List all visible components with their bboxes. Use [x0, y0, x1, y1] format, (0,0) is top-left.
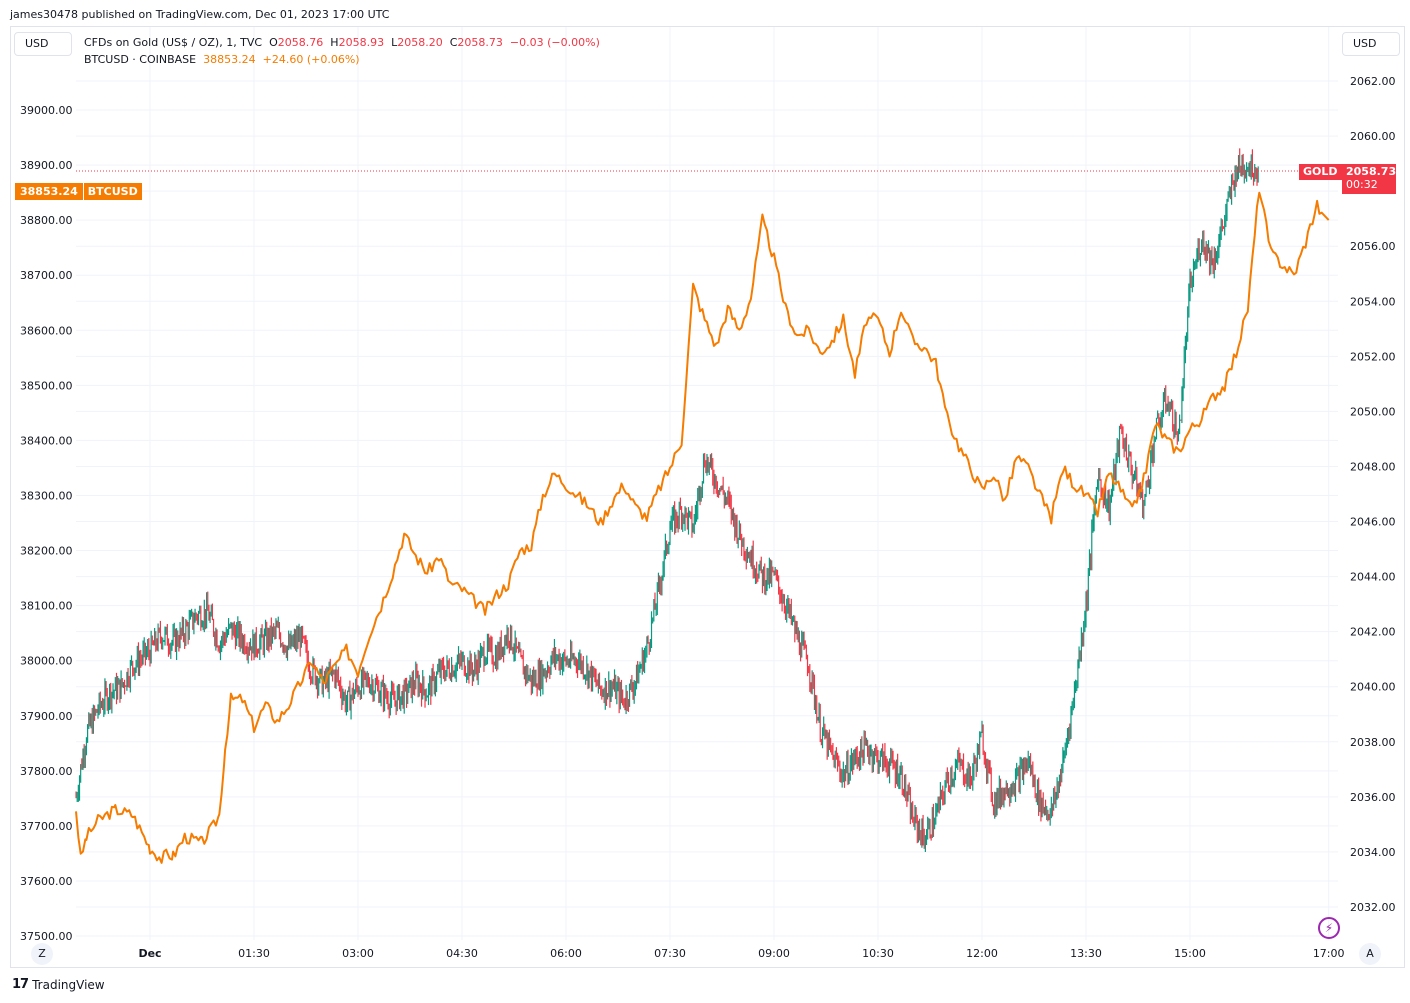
right-axis-tick: 2040.00: [1350, 681, 1396, 694]
btc-line: [75, 191, 1330, 864]
right-axis-tick: 2048.00: [1350, 460, 1396, 473]
publication-info: james30478 published on TradingView.com,…: [10, 8, 390, 21]
left-axis-tick: 37900.00: [20, 710, 73, 723]
left-axis-tick: 37600.00: [20, 875, 73, 888]
right-axis-tick: 2038.00: [1350, 736, 1396, 749]
legend-gold-change: −0.03 (−0.00%): [509, 36, 600, 49]
legend-high-value: 2058.93: [338, 36, 385, 49]
time-axis-tick: 17:00: [1313, 947, 1345, 960]
time-axis-tick: 07:30: [654, 947, 686, 960]
time-axis-tick: 12:00: [966, 947, 998, 960]
left-axis-tick: 38800.00: [20, 214, 73, 227]
left-axis-tick: 38900.00: [20, 159, 73, 172]
legend-open-value: 2058.76: [277, 36, 324, 49]
right-axis-tick: 2060.00: [1350, 130, 1396, 143]
left-axis-tick: 38000.00: [20, 655, 73, 668]
left-axis-tick: 38100.00: [20, 600, 73, 613]
time-axis-tick: 06:00: [550, 947, 582, 960]
time-axis-tick: 10:30: [862, 947, 894, 960]
chart-frame: [10, 26, 1405, 968]
btc-price-tag: 38853.24 BTCUSD: [15, 183, 142, 200]
left-axis-tick: 38200.00: [20, 545, 73, 558]
time-axis-tick: 15:00: [1174, 947, 1206, 960]
left-axis-tick: 37700.00: [20, 820, 73, 833]
right-scale-currency-button[interactable]: USD: [1342, 32, 1400, 56]
left-axis-tick: 38700.00: [20, 269, 73, 282]
left-axis-tick: 38400.00: [20, 434, 73, 447]
time-axis-tick: 13:30: [1070, 947, 1102, 960]
lightning-icon[interactable]: ⚡︎: [1318, 917, 1340, 939]
auto-scale-right-button[interactable]: A: [1359, 943, 1381, 965]
right-axis-tick: 2036.00: [1350, 791, 1396, 804]
left-axis-tick: 38300.00: [20, 489, 73, 502]
left-axis-tick: 38600.00: [20, 324, 73, 337]
legend-close-value: 2058.73: [457, 36, 503, 49]
chart-legend: CFDs on Gold (US$ / OZ), 1, TVC O2058.76…: [84, 34, 600, 68]
left-axis-tick: 37500.00: [20, 930, 73, 943]
right-axis-tick: 2044.00: [1350, 571, 1396, 584]
time-axis-tick: Dec: [138, 947, 161, 960]
legend-l-label: L: [391, 36, 398, 49]
gold-price-tag-value: 2058.73: [1346, 165, 1397, 178]
left-axis-tick: 37800.00: [20, 765, 73, 778]
right-axis-tick: 2046.00: [1350, 516, 1396, 529]
right-axis-tick: 2054.00: [1350, 295, 1396, 308]
tradingview-logo-icon: 17: [12, 977, 29, 992]
legend-h-label: H: [330, 36, 339, 49]
auto-scale-left-button[interactable]: Z: [31, 943, 53, 965]
legend-low-value: 2058.20: [397, 36, 443, 49]
legend-btc-value: 38853.24: [203, 53, 256, 66]
left-axis-tick: 38500.00: [20, 379, 73, 392]
right-axis-tick: 2056.00: [1350, 240, 1396, 253]
time-axis-tick: 09:00: [758, 947, 790, 960]
left-axis-tick: 39000.00: [20, 104, 73, 117]
legend-btc-change: +24.60 (+0.06%): [262, 53, 360, 66]
legend-btc-row[interactable]: BTCUSD · COINBASE 38853.24 +24.60 (+0.06…: [84, 51, 600, 68]
legend-gold-title: CFDs on Gold (US$ / OZ), 1, TVC: [84, 36, 263, 49]
gold-countdown: 00:32: [1346, 178, 1378, 191]
btc-price-tag-value: 38853.24: [20, 185, 78, 198]
time-axis-tick: 01:30: [238, 947, 270, 960]
brand-name: TradingView: [32, 977, 105, 992]
left-scale-currency-button[interactable]: USD: [14, 32, 72, 56]
time-axis-tick: 03:00: [342, 947, 374, 960]
right-axis-tick: 2042.00: [1350, 626, 1396, 639]
right-axis-tick: 2032.00: [1350, 901, 1396, 914]
time-axis-tick: 04:30: [446, 947, 478, 960]
right-axis-tick: 2052.00: [1350, 350, 1396, 363]
tradingview-brand[interactable]: 17 TradingView: [12, 977, 105, 992]
right-axis-tick: 2062.00: [1350, 75, 1396, 88]
right-axis-tick: 2034.00: [1350, 846, 1396, 859]
legend-btc-title: BTCUSD · COINBASE: [84, 53, 197, 66]
gold-price-tag: 2058.73 00:32: [1342, 164, 1396, 194]
legend-o-label: O: [269, 36, 278, 49]
btc-price-tag-name: BTCUSD: [82, 183, 142, 200]
gold-name-tag: GOLD: [1299, 164, 1342, 180]
legend-c-label: C: [449, 36, 458, 49]
right-axis-tick: 2050.00: [1350, 405, 1396, 418]
legend-gold-row[interactable]: CFDs on Gold (US$ / OZ), 1, TVC O2058.76…: [84, 34, 600, 51]
